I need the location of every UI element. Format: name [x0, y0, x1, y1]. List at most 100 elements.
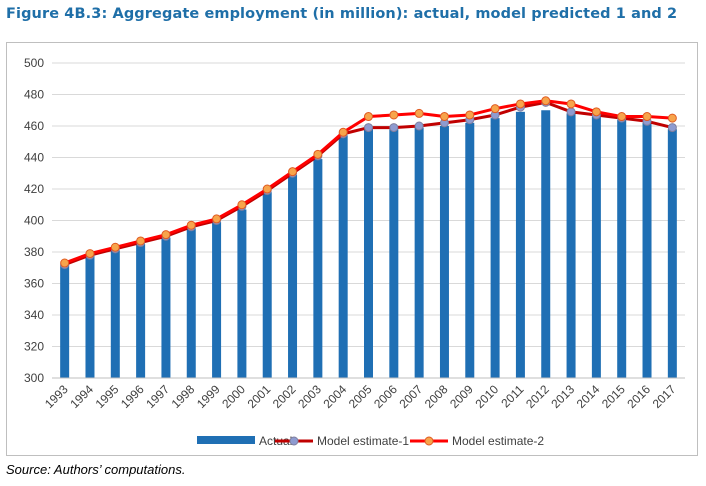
- bar-actual: [288, 174, 298, 378]
- x-tick-label: 2009: [447, 382, 476, 411]
- x-tick-label: 1996: [118, 382, 147, 411]
- x-tick-label: 2008: [422, 382, 451, 411]
- marker-model-estimate-2: [465, 110, 475, 120]
- marker-model-estimate-2: [414, 108, 424, 118]
- marker-model-estimate-2: [338, 127, 348, 137]
- marker-model-estimate-2: [389, 110, 399, 120]
- x-tick-label: 1995: [93, 382, 122, 411]
- y-tick-label: 380: [24, 245, 44, 259]
- marker-model-estimate-2: [313, 149, 323, 159]
- legend-swatch-model-1-marker: [289, 436, 299, 446]
- y-tick-label: 340: [24, 308, 44, 322]
- marker-model-estimate-2: [667, 113, 677, 123]
- marker-model-estimate-1: [566, 107, 576, 117]
- marker-model-estimate-2: [161, 230, 171, 240]
- bar-actual: [136, 244, 146, 378]
- marker-model-estimate-2: [186, 220, 196, 230]
- x-tick-label: 2011: [498, 382, 526, 410]
- x-tick-label: 2001: [245, 382, 274, 411]
- legend-swatch-actual: [197, 436, 255, 444]
- bar-actual: [212, 222, 222, 378]
- chart-area: 300 320 340 360 380 400 420 440 460 480 500 1993 199…: [6, 42, 698, 456]
- bar-actual: [186, 228, 196, 378]
- y-tick-label: 400: [24, 214, 44, 228]
- y-tick-label: 300: [24, 371, 44, 385]
- bar-actual: [262, 192, 272, 378]
- marker-model-estimate-2: [490, 104, 500, 114]
- bar-actual: [313, 159, 323, 378]
- marker-model-estimate-1: [364, 123, 373, 133]
- marker-model-estimate-2: [288, 167, 298, 177]
- y-tick-label: 420: [24, 182, 44, 196]
- bar-actual: [110, 250, 120, 378]
- marker-model-estimate-2: [515, 99, 525, 109]
- marker-model-estimate-2: [60, 258, 70, 268]
- y-tick-label: 320: [24, 340, 44, 354]
- marker-model-estimate-2: [439, 112, 449, 122]
- legend-label-model-1: Model estimate-1: [317, 434, 409, 448]
- bar-actual: [85, 255, 95, 378]
- x-tick-label: 2003: [295, 382, 324, 411]
- bar-actual: [667, 129, 677, 378]
- x-tick-label: 2004: [321, 382, 350, 411]
- y-tick-label: 480: [24, 88, 44, 102]
- marker-model-estimate-1: [414, 121, 424, 131]
- bar-actual: [541, 110, 551, 378]
- marker-model-estimate-2: [566, 99, 576, 109]
- bar-actual: [642, 122, 652, 378]
- x-tick-label: 2007: [396, 382, 425, 411]
- bar-actual: [490, 118, 500, 378]
- x-tick-label: 1997: [143, 382, 172, 411]
- x-tick-label: 1999: [194, 382, 223, 411]
- x-tick-label: 2016: [624, 382, 653, 411]
- bar-actual: [439, 126, 449, 378]
- legend-label-model-2: Model estimate-2: [452, 434, 544, 448]
- marker-model-estimate-2: [85, 249, 95, 259]
- legend: Actual Model estimate-1 Model estimate-2: [197, 434, 544, 448]
- marker-model-estimate-2: [262, 184, 272, 194]
- x-tick-label: 2015: [599, 382, 628, 411]
- x-tick-label: 2014: [574, 382, 603, 411]
- marker-model-estimate-2: [136, 236, 146, 246]
- x-tick-label: 2017: [650, 382, 679, 411]
- bar-actual: [414, 127, 424, 378]
- x-tick-label: 1998: [169, 382, 198, 411]
- y-tick-label: 360: [24, 277, 44, 291]
- marker-model-estimate-1: [667, 123, 677, 133]
- legend-swatch-model-2-marker: [424, 436, 434, 446]
- bar-actual: [237, 209, 247, 378]
- marker-model-estimate-2: [212, 214, 222, 224]
- y-tick-label: 460: [24, 119, 44, 133]
- x-tick-label: 2013: [548, 382, 577, 411]
- marker-model-estimate-1: [389, 123, 399, 133]
- marker-model-estimate-2: [237, 200, 247, 210]
- chart-title: Figure 4B.3: Aggregate employment (in mi…: [6, 6, 678, 22]
- y-tick-label: 440: [24, 151, 44, 165]
- marker-model-estimate-2: [642, 112, 652, 122]
- bar-actual: [60, 264, 70, 378]
- marker-model-estimate-2: [617, 112, 627, 122]
- bar-actual: [389, 129, 399, 378]
- x-tick-label: 2012: [523, 382, 552, 411]
- bar-actual: [591, 116, 601, 379]
- bar-actual: [617, 119, 627, 378]
- bar-actual: [161, 237, 171, 378]
- bar-actual: [338, 135, 348, 378]
- marker-model-estimate-2: [591, 107, 601, 117]
- x-tick-label: 2005: [346, 382, 375, 411]
- y-tick-label: 500: [24, 56, 44, 70]
- x-tick-label: 2000: [219, 382, 248, 411]
- bar-actual: [465, 122, 475, 378]
- x-tick-label: 2010: [472, 382, 501, 411]
- chart-svg: 3003203403603804004204404604805001993199…: [24, 56, 685, 448]
- bar-actual: [364, 127, 373, 378]
- marker-model-estimate-2: [364, 112, 373, 122]
- x-tick-label: 2006: [371, 382, 400, 411]
- marker-model-estimate-2: [541, 96, 551, 106]
- x-tick-label: 1994: [67, 382, 96, 411]
- x-tick-label: 1993: [42, 382, 71, 411]
- marker-model-estimate-2: [110, 242, 120, 252]
- source-note: Source: Authors’ computations.: [6, 462, 186, 477]
- x-tick-label: 2002: [270, 382, 299, 411]
- bar-actual: [566, 113, 576, 379]
